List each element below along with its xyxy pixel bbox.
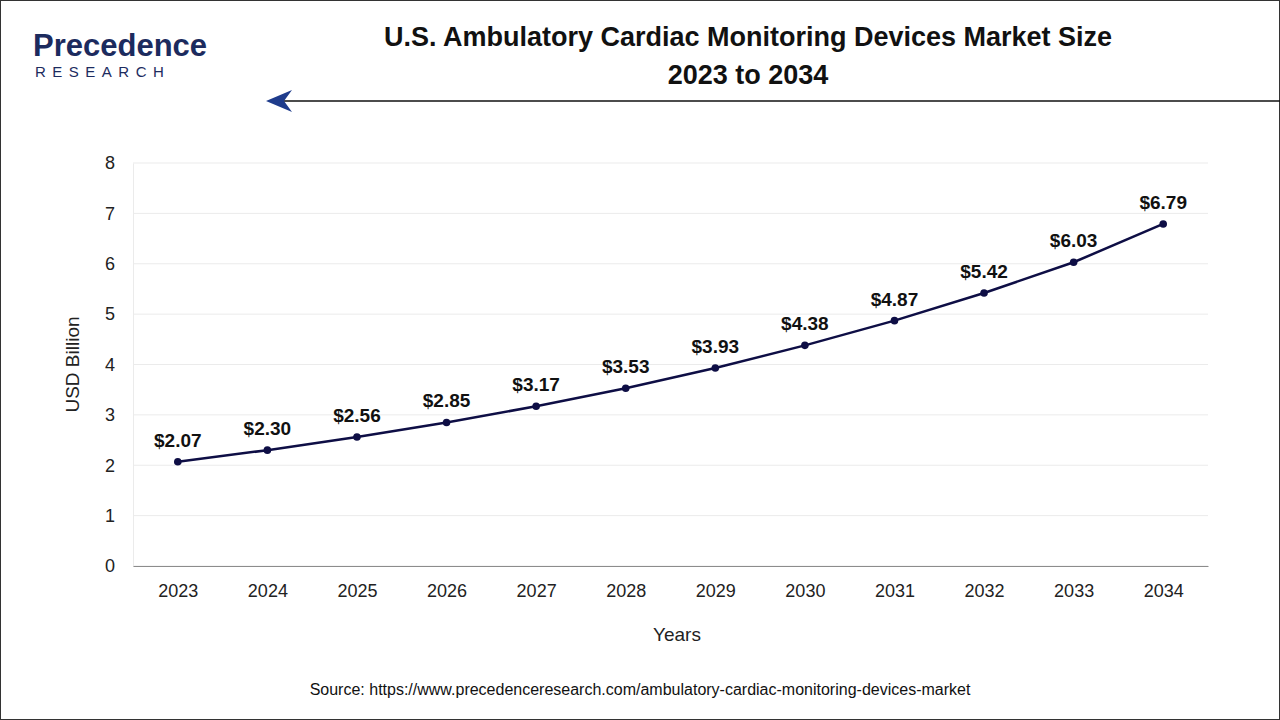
grid-line [133,465,1208,466]
grid-line [133,213,1208,214]
data-label: $2.85 [423,390,471,411]
point [1070,258,1078,266]
y-axis: 0 1 2 3 4 5 6 7 8 [105,153,134,576]
title: U.S. Ambulatory Cardiac Monitoring Devic… [384,22,1112,90]
point [264,446,272,454]
y-tick-label: 3 [105,405,115,425]
frame [1,1,1280,720]
series-line [178,224,1163,462]
point [532,403,540,411]
x-tick-label: 2028 [606,581,646,601]
source: Source: https://www.precedenceresearch.c… [310,681,971,698]
point [174,458,182,466]
x-axis: 2023 2024 2025 2026 2027 2028 2029 2030 2031 2032… [134,566,1209,601]
grid-line [133,263,1208,264]
title-arrow [266,90,292,112]
grid-line [133,515,1208,516]
point [1159,220,1167,228]
data-label: $4.87 [871,289,919,310]
data-label: $3.53 [602,356,650,377]
y-tick: 7 [105,204,133,224]
y-axis-title: USD Billion [62,316,83,412]
x-tick: 2025 [337,566,377,601]
x-tick-label: 2026 [427,581,467,601]
x-axis-line [134,566,1209,567]
y-tick-label: 2 [105,456,115,476]
y-tick: 8 [105,153,133,173]
point [443,419,451,427]
x-tick-label: 2031 [875,581,915,601]
y-tick-label: 8 [105,153,115,173]
y-tick-label: 0 [105,556,115,576]
x-tick: 2024 [248,566,288,601]
title-line: U.S. Ambulatory Cardiac Monitoring Devic… [384,22,1112,52]
point [801,342,809,350]
logo-name: Precedence [33,28,207,63]
y-tick: 5 [105,304,133,324]
x-tick: 2027 [517,566,557,601]
x-tick: 2030 [785,566,825,601]
data-label: $5.42 [960,261,1008,282]
series [174,220,1167,465]
y-axis-line [133,164,134,567]
data-label: $3.93 [692,336,740,357]
x-tick: 2032 [965,566,1005,601]
x-tick: 2026 [427,566,467,601]
data-label: $6.79 [1139,192,1187,213]
x-tick-label: 2033 [1054,581,1094,601]
title-line: 2023 to 2034 [668,60,829,90]
y-tick-label: 5 [105,304,115,324]
logo-tagline: RESEARCH [35,63,170,80]
y-tick-label: 6 [105,254,115,274]
data-label: $2.56 [333,405,381,426]
x-tick: 2023 [158,566,198,601]
chart: PrecedenceRESEARCH U.S. Ambulatory Cardia… [0,0,1280,720]
x-tick-label: 2023 [158,581,198,601]
x-tick-label: 2024 [248,581,288,601]
x-tick: 2034 [1144,566,1184,601]
x-tick-label: 2030 [785,581,825,601]
y-tick: 1 [105,506,133,526]
point [891,317,899,325]
grid-line [133,414,1208,415]
data-label: $3.17 [512,374,560,395]
point [980,289,988,297]
point [353,433,361,441]
data-label: $2.30 [244,418,292,439]
y-tick-label: 7 [105,204,115,224]
x-tick-label: 2029 [696,581,736,601]
x-tick-label: 2032 [965,581,1005,601]
point [711,364,719,372]
data-label: $6.03 [1050,230,1098,251]
data-label: $2.07 [154,430,202,451]
x-tick: 2033 [1054,566,1094,601]
x-tick: 2031 [875,566,915,601]
y-tick: 0 [105,556,133,576]
y-tick-label: 4 [105,355,115,375]
grid-line [133,566,1208,567]
y-tick: 6 [105,254,133,274]
x-tick-label: 2025 [337,581,377,601]
grid [133,163,1208,566]
y-tick: 2 [105,456,133,476]
grid-line [133,314,1208,315]
y-tick: 4 [105,355,133,375]
x-axis-title: Years [653,624,701,645]
grid-line [133,364,1208,365]
y-tick: 3 [105,405,133,425]
grid-line [133,163,1208,164]
y-tick-label: 1 [105,506,115,526]
x-tick-label: 2034 [1144,581,1184,601]
x-tick-label: 2027 [517,581,557,601]
x-tick: 2029 [696,566,736,601]
data-labels: $2.07 $2.30 $2.56 $2.85 $3.17 $3.53 $3.93 $4.38… [154,192,1187,451]
x-tick: 2028 [606,566,646,601]
title-rule [282,100,1280,102]
data-label: $4.38 [781,313,829,334]
point [622,384,630,392]
